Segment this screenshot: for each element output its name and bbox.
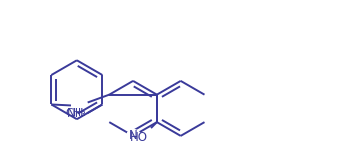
Text: N: N (129, 129, 137, 142)
Text: HO: HO (130, 131, 148, 144)
Text: CH₃: CH₃ (65, 108, 86, 118)
Text: NH: NH (67, 107, 85, 120)
